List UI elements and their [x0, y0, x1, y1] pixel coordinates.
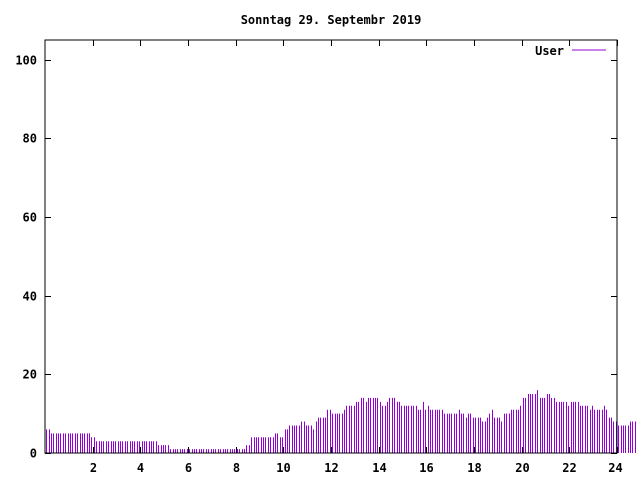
axis-ticks	[45, 40, 618, 454]
x-tick-label: 24	[608, 461, 622, 475]
x-tick-label: 18	[467, 461, 481, 475]
plot-border	[44, 39, 618, 454]
x-tick-label: 14	[372, 461, 386, 475]
x-tick-label: 2	[90, 461, 97, 475]
y-tick-label: 20	[23, 368, 37, 382]
x-tick-label: 8	[233, 461, 240, 475]
x-tick-label: 6	[185, 461, 192, 475]
y-tick-label: 100	[15, 54, 37, 68]
x-tick-label: 20	[515, 461, 529, 475]
y-tick-label: 80	[23, 132, 37, 146]
y-tick-label: 40	[23, 290, 37, 304]
x-tick-label: 22	[562, 461, 576, 475]
x-tick-label: 10	[276, 461, 290, 475]
y-tick-label: 0	[30, 447, 37, 461]
legend: User	[535, 44, 606, 58]
legend-label-user: User	[535, 44, 564, 58]
x-tick-label: 16	[419, 461, 433, 475]
chart-title: Sonntag 29. Septembr 2019	[241, 13, 422, 27]
y-tick-label: 60	[23, 211, 37, 225]
x-tick-label: 12	[324, 461, 338, 475]
x-tick-label: 4	[137, 461, 144, 475]
bar-series-user	[46, 390, 636, 453]
